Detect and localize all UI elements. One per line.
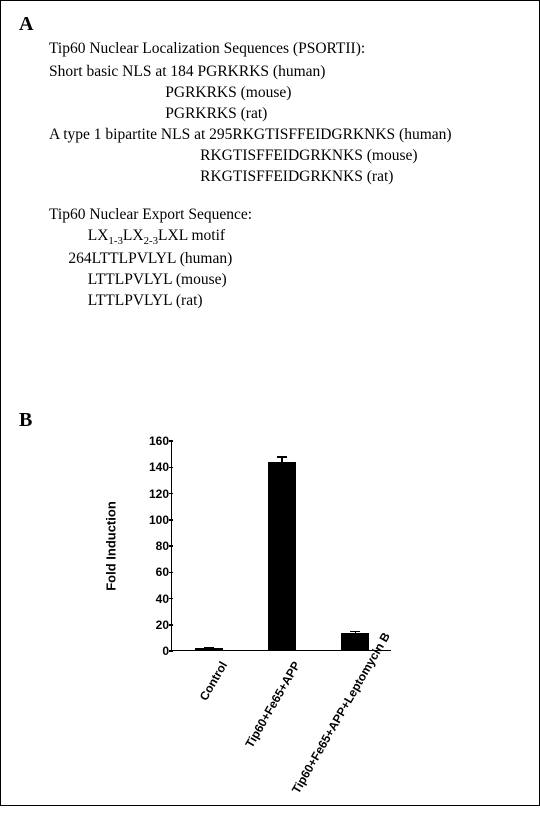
x-tick-label: Control (143, 659, 230, 796)
chart-bar (341, 633, 369, 650)
error-bar-cap (277, 456, 287, 458)
y-tick-mark (169, 545, 173, 547)
x-tick-label: Tip60+Fe65+APP (216, 659, 303, 796)
y-tick-mark (169, 519, 173, 521)
x-tick-label: Tip60+Fe65+APP+Leptomycin B (289, 659, 376, 796)
y-ticks-container: 020406080100120140160 (133, 441, 169, 651)
y-tick-label: 140 (133, 460, 169, 474)
y-tick-mark (169, 467, 173, 469)
y-tick-label: 120 (133, 487, 169, 501)
y-tick-label: 60 (133, 565, 169, 579)
panel-a-label: A (19, 13, 33, 36)
chart-bar (195, 648, 223, 650)
bipartite-nls-rat: RKGTISFFEIDGRKNKS (rat) (49, 167, 452, 188)
y-tick-label: 20 (133, 618, 169, 632)
nes-mouse: LTTLPVLYL (mouse) (49, 270, 452, 291)
y-tick-mark (169, 650, 173, 652)
panel-b-label: B (19, 409, 32, 432)
y-tick-mark (169, 440, 173, 442)
chart-bar (268, 462, 296, 650)
y-tick-label: 40 (133, 592, 169, 606)
y-tick-mark (169, 598, 173, 600)
nes-motif: LX1-3LX2-3LXL motif (49, 226, 452, 249)
panel-a-content: Tip60 Nuclear Localization Sequences (PS… (49, 39, 452, 312)
error-bar-cap (350, 631, 360, 633)
error-bar-cap (204, 647, 214, 649)
y-tick-mark (169, 572, 173, 574)
y-tick-label: 160 (133, 434, 169, 448)
nes-human: 264LTTLPVLYL (human) (49, 249, 452, 270)
nes-rat: LTTLPVLYL (rat) (49, 291, 452, 312)
short-nls-rat: PGRKRKS (rat) (49, 104, 452, 125)
y-tick-label: 0 (133, 644, 169, 658)
y-tick-mark (169, 624, 173, 626)
short-nls-mouse: PGRKRKS (mouse) (49, 83, 452, 104)
plot-area (171, 441, 391, 651)
y-tick-label: 80 (133, 539, 169, 553)
short-nls-human: Short basic NLS at 184 PGRKRKS (human) (49, 62, 452, 83)
bipartite-nls-mouse: RKGTISFFEIDGRKNKS (mouse) (49, 146, 452, 167)
error-bar-vertical (281, 457, 283, 462)
panel-b-chart: Fold Induction 020406080100120140160 Con… (1, 441, 540, 801)
x-labels-container: ControlTip60+Fe65+APPTip60+Fe65+APP+Lept… (171, 659, 391, 814)
bipartite-nls-human: A type 1 bipartite NLS at 295RKGTISFFEID… (49, 125, 452, 146)
nls-title: Tip60 Nuclear Localization Sequences (PS… (49, 39, 452, 60)
y-tick-mark (169, 493, 173, 495)
y-axis-label: Fold Induction (104, 501, 119, 591)
nes-title: Tip60 Nuclear Export Sequence: (49, 205, 452, 226)
y-tick-label: 100 (133, 513, 169, 527)
